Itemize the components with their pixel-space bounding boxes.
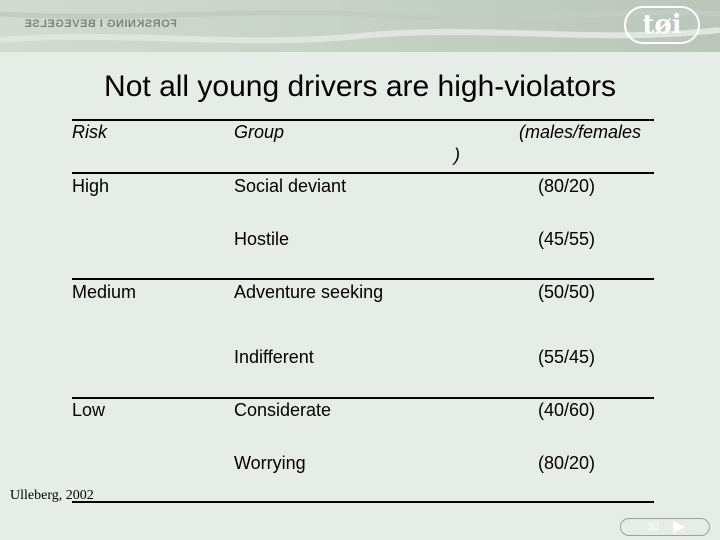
row-risk-medium: Medium — [72, 282, 137, 302]
row-group: Hostile — [234, 229, 290, 249]
row-ratio: (80/20) — [538, 453, 596, 473]
header-wave-decoration — [0, 10, 720, 44]
row-group: Worrying — [234, 453, 306, 473]
table-rule-bottom — [72, 501, 654, 503]
row-ratio: (40/60) — [538, 400, 596, 420]
source-citation: Ulleberg, 2002 — [10, 488, 94, 503]
row-risk-high: High — [72, 176, 110, 196]
logo-text: tøi — [642, 10, 682, 40]
row-group: Social deviant — [234, 176, 347, 196]
slide-title: Not all young drivers are high-violators — [104, 70, 616, 103]
header-band — [0, 0, 720, 52]
toi-logo: tøi — [624, 6, 700, 44]
table-rule-top — [72, 119, 654, 121]
header-ratio-cont: ) — [454, 145, 460, 165]
row-ratio: (45/55) — [538, 229, 596, 249]
row-group: Adventure seeking — [234, 282, 384, 302]
header-tagline: FORSKNING I BEVEGELSE — [24, 18, 177, 30]
row-group: Considerate — [234, 400, 332, 420]
row-ratio: (55/45) — [538, 347, 596, 367]
table-rule-low — [72, 397, 654, 399]
slide-nav[interactable]: 30 — [620, 518, 710, 536]
page-number: 30 — [647, 521, 660, 533]
table-rule-medium — [72, 278, 654, 280]
row-ratio: (50/50) — [538, 282, 596, 302]
header-risk: Risk — [72, 122, 107, 142]
header-group: Group — [234, 122, 285, 142]
row-group: Indifferent — [234, 347, 314, 367]
table-rule-header — [72, 172, 654, 174]
next-slide-icon[interactable] — [673, 521, 686, 533]
row-ratio: (80/20) — [538, 176, 596, 196]
header-ratio: (males/females — [519, 122, 642, 142]
row-risk-low: Low — [72, 400, 106, 420]
